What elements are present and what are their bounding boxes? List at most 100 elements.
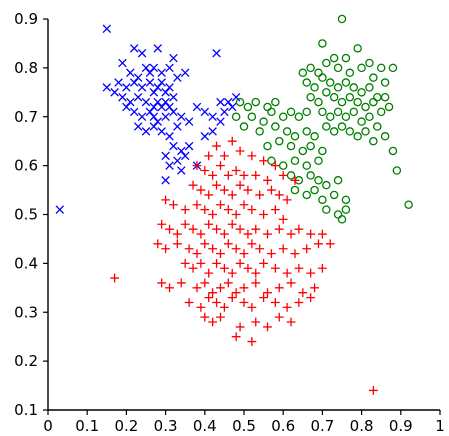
data-point bbox=[212, 48, 221, 58]
data-point bbox=[157, 68, 166, 78]
data-point bbox=[361, 127, 370, 136]
data-point bbox=[129, 44, 139, 53]
data-point bbox=[172, 239, 182, 249]
data-point bbox=[349, 107, 359, 117]
data-point bbox=[224, 97, 233, 107]
data-point bbox=[145, 78, 155, 87]
data-point bbox=[302, 244, 312, 254]
data-point bbox=[388, 146, 398, 156]
series-0 bbox=[55, 24, 241, 214]
data-point bbox=[161, 112, 170, 122]
data-point bbox=[133, 73, 143, 82]
data-point bbox=[290, 249, 300, 258]
data-point bbox=[114, 78, 123, 87]
data-point bbox=[259, 293, 268, 302]
data-point bbox=[239, 298, 249, 307]
data-point bbox=[314, 239, 323, 249]
data-point bbox=[184, 141, 194, 151]
data-point bbox=[200, 205, 210, 215]
data-point bbox=[306, 229, 316, 239]
x-tick-label: 0.6 bbox=[271, 417, 295, 435]
data-point bbox=[220, 151, 229, 161]
data-point bbox=[129, 78, 139, 87]
data-point bbox=[169, 141, 178, 151]
data-point bbox=[259, 258, 268, 268]
data-point bbox=[153, 97, 163, 107]
data-point bbox=[337, 215, 347, 224]
x-tick-label: 0.7 bbox=[310, 417, 334, 435]
data-point bbox=[208, 244, 218, 254]
data-point bbox=[270, 298, 280, 307]
data-point bbox=[357, 88, 366, 97]
data-point bbox=[126, 68, 135, 78]
data-point bbox=[290, 156, 300, 165]
data-point bbox=[180, 258, 190, 268]
data-point bbox=[239, 249, 249, 258]
data-point bbox=[137, 48, 147, 58]
y-tick-label: 0.6 bbox=[14, 157, 38, 175]
y-tick-label: 0.5 bbox=[14, 206, 38, 224]
data-point bbox=[137, 112, 147, 122]
data-point bbox=[306, 92, 315, 102]
data-point bbox=[223, 171, 233, 180]
data-point bbox=[161, 176, 170, 185]
data-point bbox=[126, 97, 135, 107]
data-point bbox=[286, 229, 296, 239]
data-point bbox=[247, 302, 257, 312]
data-point bbox=[216, 161, 225, 171]
data-point bbox=[133, 92, 143, 102]
y-tick-label: 0.3 bbox=[14, 303, 38, 321]
data-point bbox=[247, 239, 257, 249]
data-point bbox=[192, 249, 202, 258]
data-point bbox=[329, 127, 339, 136]
data-point bbox=[169, 107, 178, 117]
data-point bbox=[243, 263, 253, 273]
data-point bbox=[161, 88, 170, 97]
data-point bbox=[274, 312, 284, 322]
data-point bbox=[220, 229, 229, 239]
data-point bbox=[392, 166, 402, 175]
data-point bbox=[231, 112, 241, 122]
data-point bbox=[255, 244, 265, 254]
data-point bbox=[200, 278, 210, 288]
data-point bbox=[322, 205, 331, 214]
data-point bbox=[180, 205, 190, 215]
data-point bbox=[208, 112, 217, 122]
data-points bbox=[55, 14, 413, 395]
data-point bbox=[341, 53, 351, 63]
data-point bbox=[302, 107, 311, 117]
data-point bbox=[243, 185, 253, 195]
data-point bbox=[180, 219, 190, 229]
data-point bbox=[161, 151, 170, 161]
data-point bbox=[196, 258, 206, 268]
data-point bbox=[184, 244, 194, 254]
data-point bbox=[200, 166, 210, 175]
data-point bbox=[129, 107, 139, 117]
data-point bbox=[231, 166, 241, 175]
data-point bbox=[216, 283, 225, 293]
data-point bbox=[192, 102, 202, 112]
data-point bbox=[200, 107, 210, 117]
data-point bbox=[157, 127, 166, 136]
data-point bbox=[306, 268, 316, 278]
data-point bbox=[275, 136, 284, 146]
data-point bbox=[220, 107, 229, 117]
data-point bbox=[318, 146, 327, 156]
data-point bbox=[255, 190, 265, 200]
data-point bbox=[282, 195, 292, 205]
data-point bbox=[274, 283, 284, 293]
series-2 bbox=[110, 136, 378, 395]
data-point bbox=[192, 283, 202, 293]
data-point bbox=[290, 185, 300, 195]
data-point bbox=[212, 258, 221, 268]
data-point bbox=[274, 224, 284, 234]
data-point bbox=[318, 107, 327, 117]
data-point bbox=[357, 117, 366, 126]
data-point bbox=[404, 200, 413, 209]
data-point bbox=[153, 44, 163, 53]
x-tick-label: 0.5 bbox=[232, 417, 256, 435]
data-point bbox=[318, 229, 327, 239]
data-point bbox=[173, 156, 182, 165]
data-point bbox=[227, 190, 237, 200]
data-point bbox=[286, 107, 296, 117]
